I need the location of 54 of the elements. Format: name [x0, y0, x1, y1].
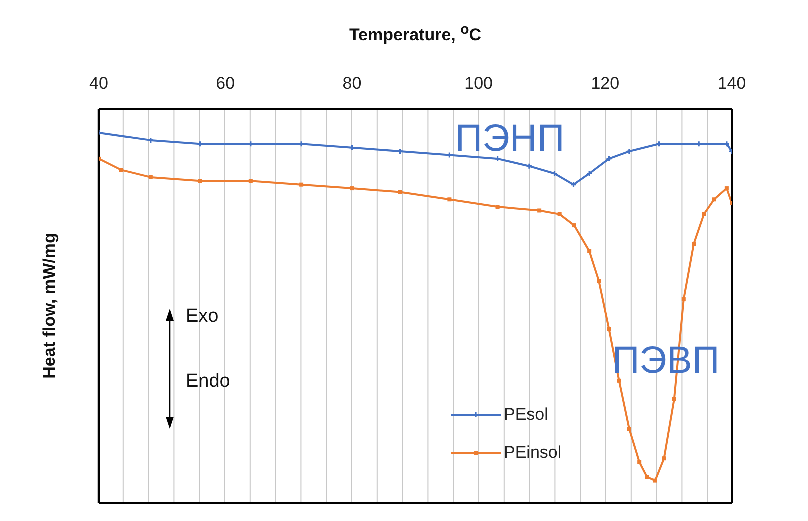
- chart-title: Temperature, $^{o}$C: [348, 22, 483, 46]
- point: [672, 397, 676, 402]
- point: [248, 140, 254, 148]
- point: [607, 327, 612, 332]
- point: [494, 156, 502, 162]
- point: [448, 198, 452, 202]
- point: [653, 478, 658, 483]
- point: [551, 170, 558, 178]
- legend-label: PEsol: [504, 405, 548, 425]
- point: [248, 179, 253, 184]
- point: [397, 148, 404, 155]
- point: [570, 182, 578, 188]
- point: [724, 140, 730, 148]
- point: [597, 279, 602, 284]
- point: [119, 168, 124, 172]
- x-tick-label: 40: [90, 74, 108, 93]
- point: [398, 190, 402, 194]
- point: [526, 163, 533, 170]
- x-tick-label: 140: [718, 74, 746, 93]
- legend-label: PEinsol: [504, 443, 562, 463]
- point: [196, 140, 204, 148]
- x-tick-label: 100: [464, 74, 493, 93]
- x-tick-label: 120: [591, 74, 620, 93]
- point: [696, 140, 702, 148]
- x-tick-label: 80: [342, 74, 362, 93]
- point: [638, 460, 642, 464]
- point: [712, 198, 716, 202]
- y-axis-title: Heat flow, mW/mg: [40, 232, 60, 381]
- annotation: Exo: [186, 306, 219, 327]
- point: [348, 144, 356, 152]
- point: [588, 249, 592, 254]
- point: [606, 156, 612, 162]
- point: [148, 175, 153, 180]
- point: [692, 242, 696, 246]
- point: [586, 170, 593, 178]
- point: [682, 298, 686, 302]
- point: [627, 427, 632, 432]
- point: [496, 205, 500, 210]
- point: [645, 475, 650, 480]
- point: [198, 179, 202, 184]
- point: [662, 456, 666, 461]
- point: [148, 137, 154, 144]
- point: [350, 186, 354, 191]
- point: [702, 212, 706, 216]
- x-tick-label: 60: [216, 74, 236, 93]
- point: [572, 224, 576, 228]
- point: [724, 186, 729, 191]
- point: [300, 182, 304, 187]
- annotation: ПЭНП: [455, 118, 565, 160]
- point: [626, 148, 633, 155]
- point: [538, 208, 542, 213]
- point: [298, 140, 305, 148]
- annotation: Endo: [186, 371, 230, 392]
- point: [558, 212, 562, 216]
